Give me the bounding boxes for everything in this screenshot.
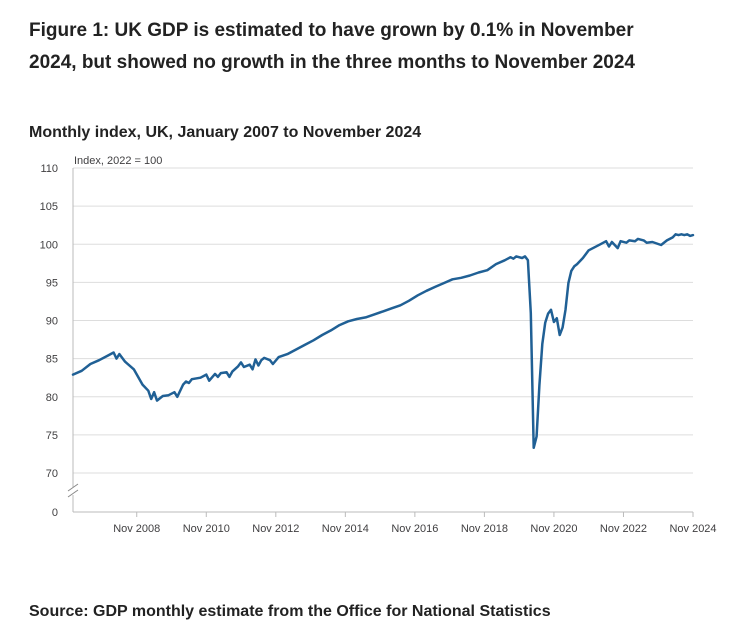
axis-break-mark	[67, 489, 79, 498]
series-line	[71, 233, 695, 450]
x-tick-label: Nov 2018	[461, 523, 508, 535]
y-tick-label: 70	[46, 468, 58, 480]
y-tick-label: 95	[46, 277, 58, 289]
y-tick-label: 110	[40, 163, 58, 175]
axis-break-mark	[67, 483, 79, 492]
y-tick-label: 0	[52, 507, 58, 519]
y-tick-label: 85	[46, 354, 58, 366]
y-axis-label: Index, 2022 = 100	[74, 155, 162, 167]
x-tick-label: Nov 2010	[183, 523, 230, 535]
x-tick-label: Nov 2022	[600, 523, 647, 535]
y-tick-label: 80	[46, 392, 58, 404]
y-tick-label: 105	[40, 201, 58, 213]
x-tick-label: Nov 2020	[530, 523, 577, 535]
x-tick-label: Nov 2014	[322, 523, 369, 535]
x-tick-label: Nov 2016	[391, 523, 438, 535]
chart-title: Figure 1: UK GDP is estimated to have gr…	[29, 20, 635, 73]
x-tick-label: Nov 2008	[113, 523, 160, 535]
chart-subtitle: Monthly index, UK, January 2007 to Novem…	[29, 124, 422, 141]
x-tick-label: Nov 2024	[669, 523, 716, 535]
x-tick-label: Nov 2012	[252, 523, 299, 535]
line-chart: 110 105 100 95 90 85 80 75 70 0 Index, 2022 = 100 N…	[40, 155, 717, 535]
y-tick-label: 90	[46, 316, 58, 328]
y-tick-label: 75	[46, 430, 58, 442]
chart-source: Source: GDP monthly estimate from the Of…	[29, 603, 551, 620]
y-tick-label: 100	[40, 239, 58, 251]
